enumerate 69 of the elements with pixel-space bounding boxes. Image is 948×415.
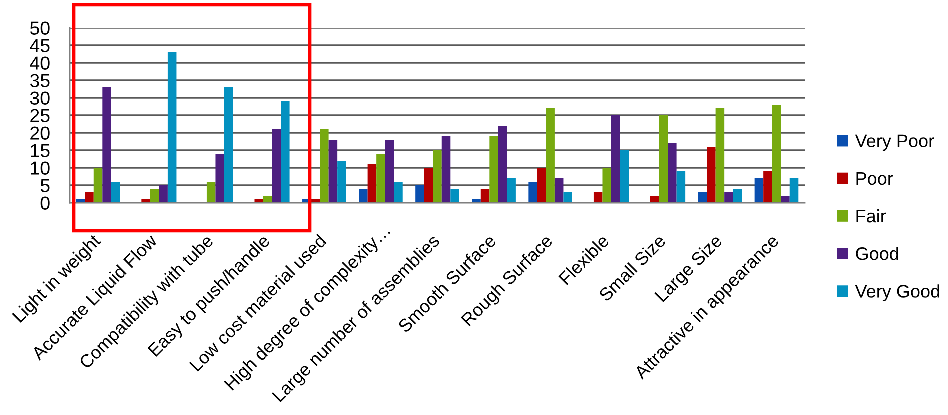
bar	[102, 88, 112, 203]
bar	[206, 182, 216, 203]
bar	[659, 116, 668, 203]
bar	[754, 178, 764, 203]
bar	[707, 147, 716, 203]
bar	[416, 186, 424, 203]
bar	[537, 168, 546, 203]
bar	[224, 88, 234, 203]
y-tick-label: 40	[30, 56, 50, 70]
bar	[620, 150, 630, 203]
bar	[281, 102, 290, 203]
bar	[376, 154, 386, 203]
bar	[594, 192, 603, 203]
bar	[385, 140, 394, 203]
bar	[781, 196, 790, 203]
bar	[772, 105, 782, 203]
bar	[480, 189, 490, 203]
bar	[676, 172, 686, 203]
bar	[168, 52, 177, 203]
bar	[546, 108, 555, 203]
bar	[698, 192, 708, 203]
bar	[94, 168, 103, 203]
bar	[368, 164, 377, 203]
bar	[320, 130, 329, 203]
y-tick-label: 45	[30, 39, 50, 52]
bar	[764, 172, 772, 203]
bar	[498, 126, 508, 203]
bar	[433, 150, 442, 203]
bar	[602, 168, 612, 203]
bar	[216, 154, 224, 203]
bar	[394, 182, 403, 203]
bar	[328, 140, 338, 203]
bar	[733, 189, 742, 203]
bar	[338, 161, 346, 203]
bar	[85, 192, 94, 203]
legend-label: Fair	[856, 209, 886, 223]
bar	[442, 136, 451, 203]
bar	[159, 186, 168, 203]
legend-label: Very Good	[855, 284, 940, 302]
bar	[564, 192, 572, 203]
legend-label: Poor	[856, 172, 894, 186]
bar	[611, 116, 620, 203]
bar	[490, 136, 498, 203]
bar	[528, 182, 538, 203]
bar	[507, 178, 516, 203]
y-tick-label: 15	[31, 144, 50, 158]
bar	[554, 178, 564, 203]
y-tick-label: 5	[40, 179, 50, 192]
bar	[359, 189, 368, 203]
bar	[150, 189, 160, 203]
y-tick-label: 10	[31, 162, 50, 175]
bar	[716, 108, 725, 203]
y-tick-label: 25	[30, 109, 50, 122]
y-tick-label: 0	[40, 196, 50, 210]
bar	[668, 144, 677, 203]
bar	[724, 192, 734, 203]
legend-label: Very Poor	[855, 134, 934, 152]
bar	[264, 196, 272, 203]
bar	[111, 182, 120, 203]
legend-label: Good	[856, 247, 898, 260]
bar	[790, 178, 799, 203]
bar	[424, 168, 434, 203]
bar	[450, 189, 460, 203]
y-tick-label: 50	[30, 22, 50, 35]
y-tick-label: 35	[30, 74, 50, 88]
y-tick-label: 30	[30, 92, 50, 105]
bar	[272, 130, 282, 203]
y-tick-label: 20	[30, 126, 50, 140]
bar	[650, 196, 660, 203]
